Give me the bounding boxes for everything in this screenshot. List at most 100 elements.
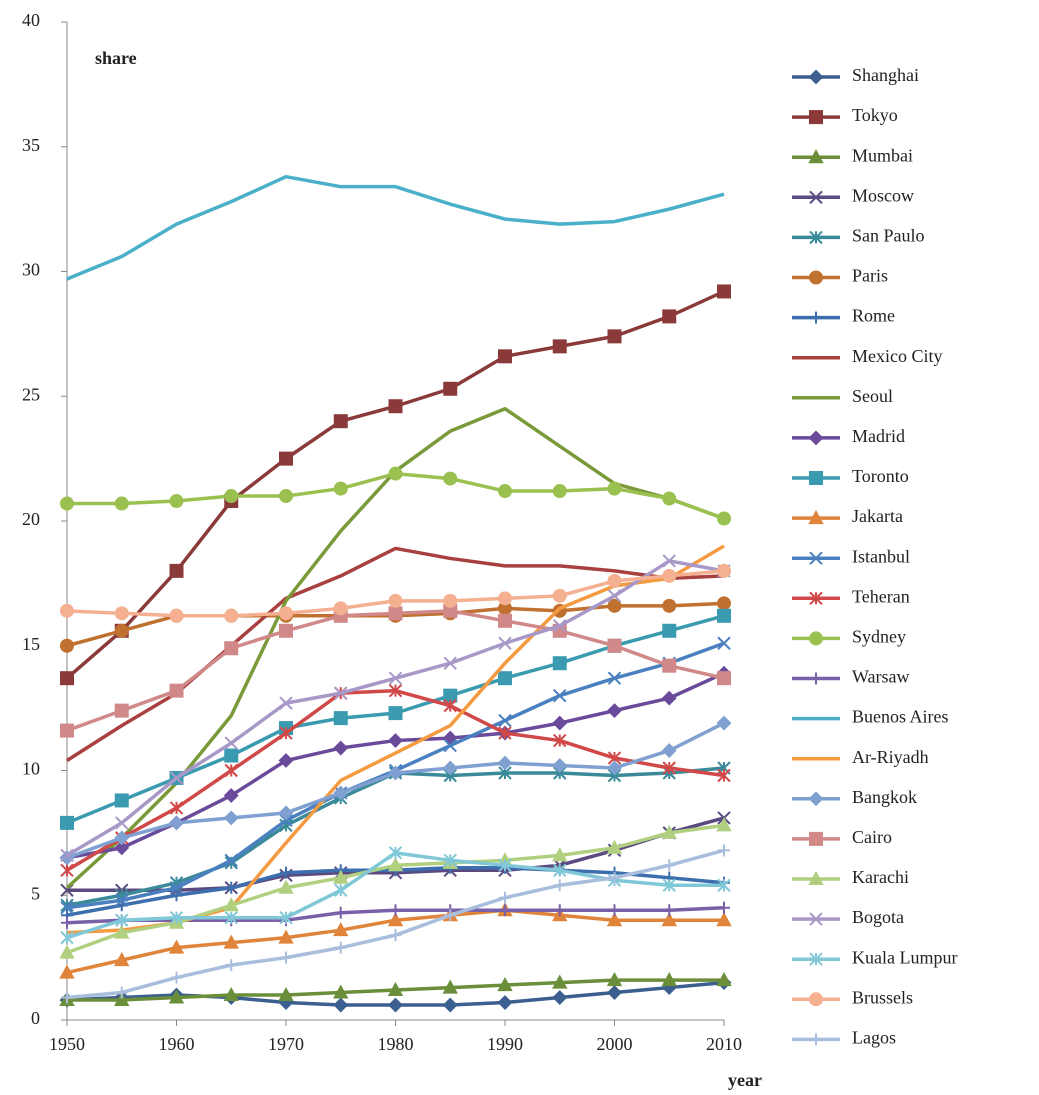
marker <box>114 496 129 511</box>
marker <box>442 997 458 1013</box>
marker <box>115 893 129 907</box>
marker <box>607 985 622 1000</box>
marker <box>717 608 731 623</box>
marker <box>60 863 74 878</box>
marker <box>662 309 677 324</box>
marker <box>498 636 512 650</box>
marker <box>662 623 677 638</box>
marker <box>498 726 512 740</box>
marker <box>662 658 677 673</box>
legend-label: Cairo <box>852 827 892 847</box>
legend-label: Istanbul <box>852 546 910 566</box>
legend-marker <box>808 791 824 807</box>
marker <box>443 656 457 670</box>
marker <box>662 598 677 613</box>
marker <box>279 606 293 621</box>
marker <box>552 974 568 989</box>
marker <box>60 496 74 511</box>
marker <box>606 839 623 854</box>
marker <box>115 913 129 927</box>
marker <box>553 879 566 892</box>
marker <box>223 934 239 949</box>
marker <box>552 484 567 499</box>
marker <box>661 824 677 839</box>
marker <box>552 715 568 731</box>
marker <box>498 484 512 499</box>
legend-label: Kuala Lumpur <box>852 947 957 967</box>
marker <box>223 986 239 1002</box>
marker <box>334 906 347 919</box>
marker <box>553 863 567 878</box>
marker <box>60 848 74 863</box>
marker <box>115 816 129 830</box>
marker <box>388 466 403 481</box>
marker <box>716 971 732 987</box>
marker <box>114 793 129 808</box>
marker <box>662 554 676 568</box>
marker <box>114 606 129 621</box>
marker <box>716 817 732 832</box>
legend-label: Sydney <box>852 627 906 647</box>
marker <box>498 349 512 364</box>
marker <box>388 846 403 860</box>
marker <box>662 878 676 892</box>
marker <box>661 912 677 927</box>
legend-marker <box>810 1033 822 1046</box>
legend-marker <box>809 591 823 606</box>
marker <box>169 608 184 623</box>
legend-label: Mumbai <box>852 145 913 165</box>
marker <box>278 929 294 944</box>
marker <box>224 641 239 656</box>
marker <box>169 683 184 698</box>
legend-label: Rome <box>852 306 895 326</box>
marker <box>661 690 677 706</box>
marker <box>114 623 129 638</box>
marker <box>170 889 183 902</box>
marker <box>389 929 402 942</box>
x-tick-label: 2000 <box>597 1034 633 1054</box>
marker <box>333 984 349 999</box>
x-tick-label: 1990 <box>487 1034 523 1054</box>
marker <box>608 871 621 884</box>
marker <box>607 638 622 653</box>
legend-marker <box>808 510 824 525</box>
marker <box>388 683 403 698</box>
marker <box>169 563 184 578</box>
x-axis-label: year <box>728 1070 762 1090</box>
marker <box>333 785 349 801</box>
marker <box>716 715 732 731</box>
marker <box>497 976 513 992</box>
marker <box>280 866 292 879</box>
y-tick-label: 35 <box>22 135 40 155</box>
marker <box>168 989 185 1004</box>
legend-marker <box>808 69 824 85</box>
marker <box>717 636 731 650</box>
legend-label: Moscow <box>852 185 914 205</box>
legend-label: Shanghai <box>852 65 919 85</box>
legend-marker <box>809 992 823 1007</box>
marker <box>498 671 512 686</box>
marker <box>60 930 74 945</box>
marker <box>442 979 458 994</box>
legend-marker <box>809 110 823 125</box>
marker <box>169 881 184 895</box>
marker <box>224 736 238 750</box>
legend-label: Toronto <box>852 466 909 486</box>
marker <box>59 964 75 979</box>
marker <box>607 760 622 776</box>
marker <box>224 608 239 623</box>
y-tick-label: 20 <box>22 509 40 529</box>
x-tick-label: 1950 <box>49 1034 85 1054</box>
legend-label: Teheran <box>852 586 910 606</box>
legend-marker <box>810 311 822 324</box>
legend-label: Bangkok <box>852 787 917 807</box>
marker <box>662 761 676 775</box>
marker <box>388 671 403 685</box>
marker <box>607 589 622 603</box>
marker <box>170 971 183 984</box>
marker <box>168 939 185 954</box>
legend-label: Paris <box>852 266 888 286</box>
marker <box>59 944 75 959</box>
legend-label: Brussels <box>852 987 913 1007</box>
y-tick-label: 10 <box>22 759 40 779</box>
